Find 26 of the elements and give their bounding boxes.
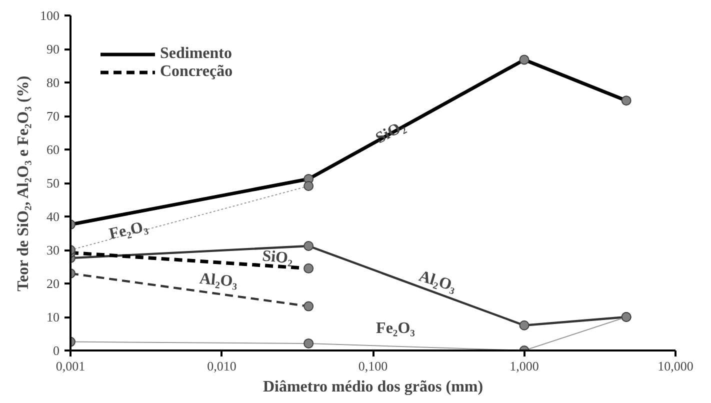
y-tick-label: 0 (53, 343, 60, 358)
y-tick-label: 30 (46, 242, 60, 258)
annotation: Al₂O₃ (416, 268, 458, 296)
y-tick-label: 70 (46, 108, 60, 124)
y-tick-label: 100 (40, 8, 60, 23)
annotation: SiO₂ (373, 118, 408, 148)
y-tick-label: 20 (46, 276, 60, 291)
y-axis-title: Teor de SiO₂, Al₂O₃ e Fe₂O₃ (%) (15, 76, 32, 292)
legend-label: Sedimento (160, 45, 232, 63)
y-tick-label: 60 (46, 142, 60, 157)
x-axis-title: Diâmetro médio dos grãos (mm) (262, 378, 484, 396)
x-tick-label: 10,000 (658, 358, 694, 374)
legend-label: Concreção (160, 63, 233, 81)
annotation: Fe₂O₃ (376, 320, 416, 337)
y-tick-label: 40 (46, 209, 60, 224)
y-tick-label: 50 (46, 176, 60, 190)
y-tick-label: 10 (46, 310, 60, 324)
x-tick-label: 0,100 (358, 358, 388, 374)
y-tick-label: 80 (46, 75, 60, 90)
annotation: Al₂O₃ (198, 270, 238, 291)
x-tick-label: 0,010 (207, 358, 236, 374)
annotation: SiO₂ (262, 248, 294, 268)
annotation: Fe₂O₃ (108, 218, 150, 243)
y-tick-label: 90 (46, 42, 60, 56)
x-tick-label: 1,000 (510, 358, 539, 374)
x-tick-label: 0,001 (56, 358, 86, 374)
